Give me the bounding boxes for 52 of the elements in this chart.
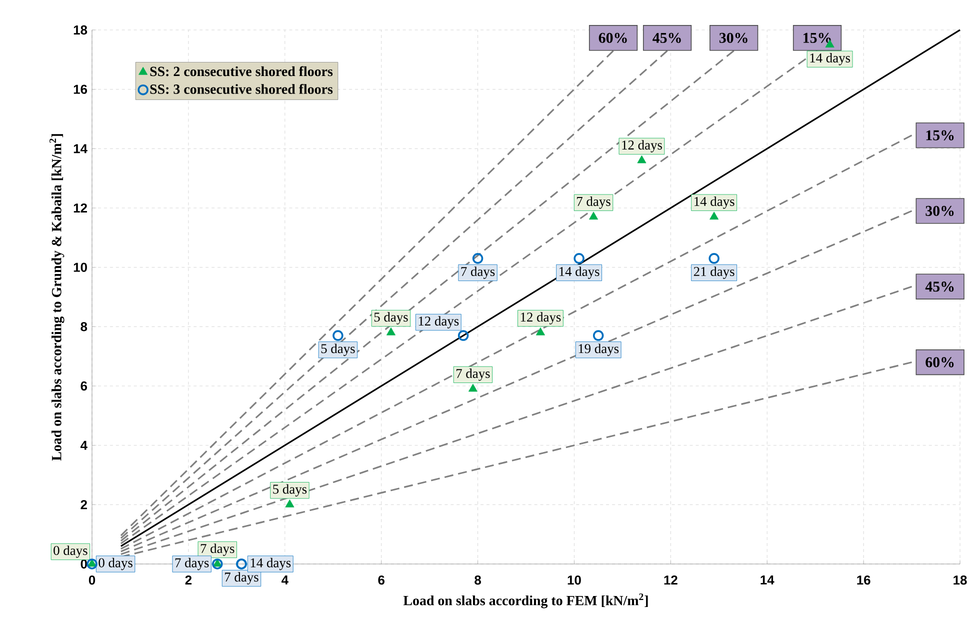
x-tick-label: 4 (282, 575, 288, 584)
annotation: 7 days (577, 196, 610, 209)
annotation: 0 days (98, 558, 132, 570)
x-tick-label: 16 (857, 575, 870, 585)
x-tick-label: 12 (664, 575, 678, 585)
y-tick-label: 12 (74, 203, 87, 213)
annotation: 30% (926, 206, 954, 216)
x-tick-label: 18 (954, 575, 967, 585)
annotation: 5 days (321, 344, 355, 356)
annotation: 12 days (520, 312, 561, 324)
x-tick-label: 6 (378, 575, 384, 585)
annotation: 7 days (456, 368, 490, 381)
annotation: 45% (925, 282, 954, 292)
y-tick-label: 18 (74, 25, 88, 35)
annotation: 19 days (578, 344, 619, 356)
annotation: 0 days (54, 546, 88, 558)
annotation: 14 days (560, 266, 600, 279)
annotation: 60% (598, 32, 627, 43)
annotation: 60% (926, 357, 954, 368)
annotation: 15% (926, 130, 954, 140)
annotation: 7 days (200, 544, 234, 556)
annotation: 30% (719, 32, 748, 43)
legend-label: SS: 3 consecutive shored floors (150, 84, 333, 94)
y-tick-label: 6 (80, 381, 88, 391)
x-tick-label: 10 (568, 575, 581, 585)
x-tick-label: 2 (185, 575, 192, 585)
annotation: 5 days (273, 484, 307, 496)
y-tick-label: 10 (74, 262, 87, 272)
annotation: 12 days (622, 140, 662, 152)
legend-label: SS: 2 consecutive shored floors (150, 66, 333, 76)
annotation: 7 days (175, 558, 209, 570)
y-tick-label: 0 (80, 559, 87, 569)
annotation: 21 days (694, 266, 734, 279)
x-tick-label: 14 (760, 575, 774, 584)
annotation: 14 days (250, 558, 291, 570)
annotation: 12 days (418, 316, 459, 328)
x-tick-label: 8 (474, 575, 481, 585)
x-tick-label: 0 (88, 575, 96, 585)
y-tick-label: 14 (74, 144, 88, 154)
annotation: 14 days (810, 52, 850, 66)
annotation: 45% (652, 32, 681, 43)
y-tick-label: 4 (80, 440, 88, 450)
y-tick-label: 16 (74, 84, 88, 94)
x-axis-title: Load on slabs according to FEM [kN/m$^{2}$] (403, 593, 648, 608)
y-tick-label: 2 (80, 500, 87, 510)
annotation: 7 days (461, 266, 495, 279)
annotation: 15% (804, 32, 831, 43)
annotation: 14 days (694, 196, 734, 209)
y-tick-label: 8 (80, 322, 88, 332)
y-axis-title: Load on slabs according to Grundy & Kabaila [kN/m$^{2}$] (50, 134, 64, 461)
annotation: 7 days (225, 572, 258, 584)
annotation: 5 days (374, 312, 408, 324)
